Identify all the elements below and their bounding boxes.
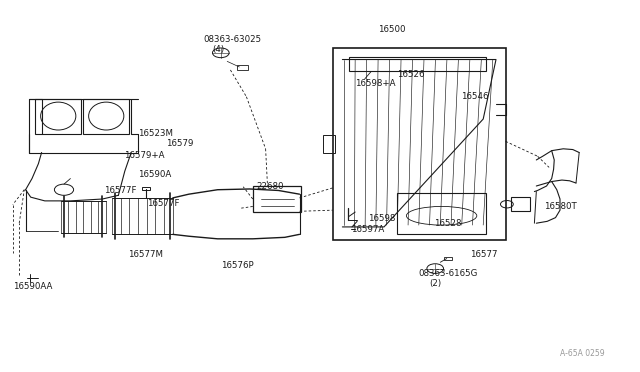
Text: 16523M: 16523M [138, 129, 173, 138]
Text: 16579+A: 16579+A [124, 151, 164, 160]
Bar [83, 99, 129, 134]
Text: 16500: 16500 [378, 25, 405, 34]
Bar [397, 193, 486, 234]
Text: 16577: 16577 [470, 250, 498, 259]
Text: 08363-63025: 08363-63025 [204, 35, 262, 44]
Bar [253, 186, 301, 212]
Text: 16590AA: 16590AA [13, 282, 52, 291]
Text: 16576P: 16576P [221, 262, 253, 270]
Text: A-65A 0259: A-65A 0259 [560, 349, 605, 358]
Bar [511, 197, 530, 211]
Text: 16580T: 16580T [544, 202, 577, 211]
Bar [349, 57, 486, 71]
Text: 16546: 16546 [461, 92, 488, 101]
Text: 16577M: 16577M [128, 250, 163, 259]
Bar [142, 187, 150, 190]
Text: 16528: 16528 [434, 219, 461, 228]
Bar [333, 48, 506, 240]
Text: 16526: 16526 [397, 70, 424, 79]
Text: 16597A: 16597A [351, 225, 384, 234]
Text: 16598+A: 16598+A [355, 79, 396, 88]
Bar [35, 99, 81, 134]
Text: 16577F: 16577F [147, 199, 180, 208]
Bar [237, 65, 248, 70]
Bar [323, 135, 335, 153]
Text: 08363-6165G: 08363-6165G [419, 269, 478, 278]
Text: 16590A: 16590A [138, 170, 171, 179]
Text: 16579: 16579 [166, 139, 194, 148]
Bar [444, 257, 452, 260]
Text: 22680: 22680 [256, 182, 284, 190]
Text: 16598: 16598 [368, 214, 396, 223]
Text: 16577F: 16577F [104, 186, 136, 195]
Text: (4): (4) [212, 45, 224, 54]
Text: (2): (2) [429, 279, 441, 288]
